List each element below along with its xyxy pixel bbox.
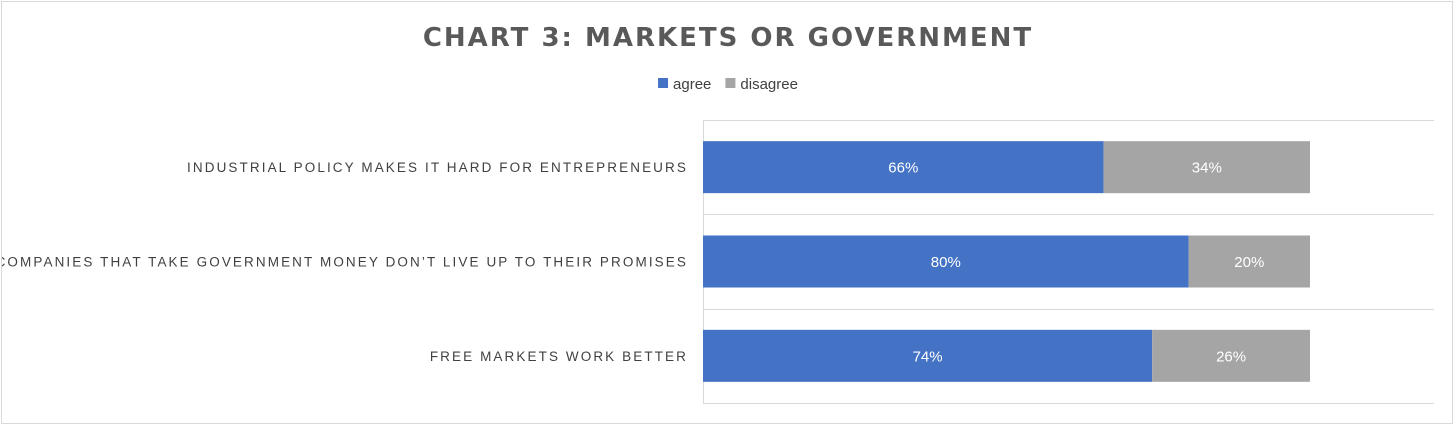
data-label-agree-3: 74%	[913, 348, 943, 365]
category-label-3: FREE MARKETS WORK BETTER	[430, 349, 688, 364]
legend-label-agree: agree	[673, 76, 711, 93]
data-label-disagree-2: 20%	[1234, 254, 1264, 271]
data-label-disagree-1: 34%	[1192, 160, 1222, 177]
bars	[703, 141, 1310, 382]
legend-label-disagree: disagree	[740, 76, 798, 93]
legend-swatch-disagree	[725, 78, 736, 88]
bar-disagree-3	[1152, 329, 1310, 382]
data-label-agree-2: 80%	[931, 254, 961, 271]
category-label-2: COMPANIES THAT TAKE GOVERNMENT MONEY DON…	[2, 255, 688, 270]
legend-item-agree: agree	[658, 76, 711, 93]
data-labels: 66% 34% 80% 20% 74% 26%	[888, 160, 1264, 366]
data-label-agree-1: 66%	[888, 160, 918, 177]
chart-title: CHART 3: MARKETS OR GOVERNMENT	[423, 23, 1033, 53]
bar-agree-2	[703, 235, 1189, 288]
legend-swatch-agree	[658, 78, 669, 88]
data-label-disagree-3: 26%	[1216, 348, 1246, 365]
bar-agree-1	[703, 141, 1104, 194]
legend-item-disagree: disagree	[725, 76, 798, 93]
category-labels: INDUSTRIAL POLICY MAKES IT HARD FOR ENTR…	[2, 160, 688, 364]
legend: agree disagree	[658, 76, 798, 93]
bar-disagree-1	[1103, 141, 1310, 194]
bar-disagree-2	[1188, 235, 1310, 288]
category-label-1: INDUSTRIAL POLICY MAKES IT HARD FOR ENTR…	[187, 160, 688, 175]
bar-agree-3	[703, 329, 1153, 382]
